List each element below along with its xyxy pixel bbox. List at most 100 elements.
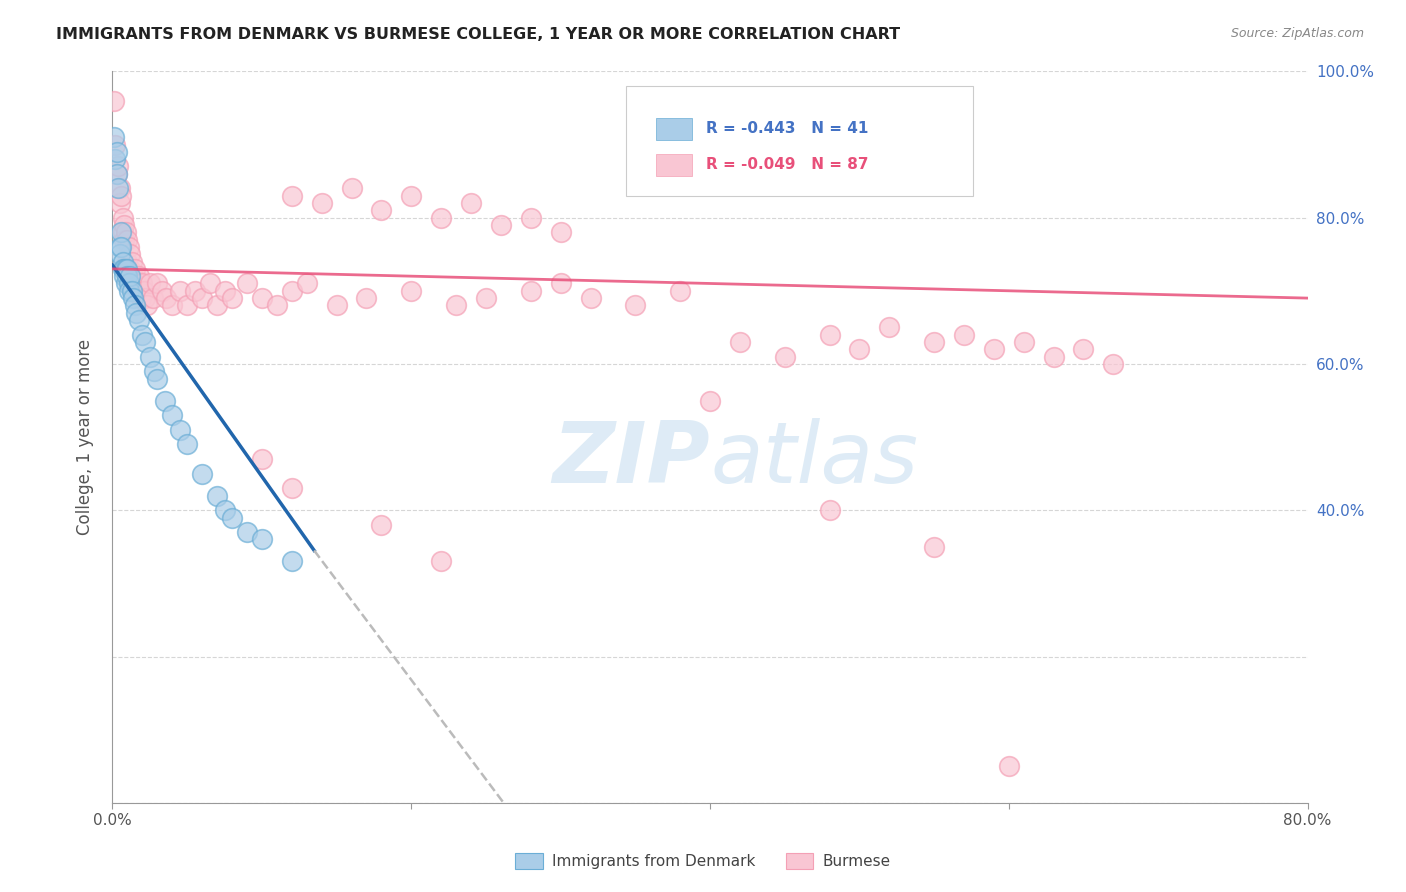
- Point: [103, 130, 125, 145]
- Point: [236, 277, 259, 291]
- Point: [146, 371, 169, 385]
- Text: ZIP: ZIP: [553, 417, 710, 500]
- Point: [111, 211, 134, 225]
- Point: [250, 533, 273, 547]
- Point: [444, 298, 467, 312]
- Point: [131, 277, 153, 291]
- Point: [550, 277, 572, 291]
- Text: R = -0.443   N = 41: R = -0.443 N = 41: [706, 121, 869, 136]
- Point: [105, 145, 128, 159]
- Point: [104, 137, 127, 152]
- Text: IMMIGRANTS FROM DENMARK VS BURMESE COLLEGE, 1 YEAR OR MORE CORRELATION CHART: IMMIGRANTS FROM DENMARK VS BURMESE COLLE…: [56, 27, 900, 42]
- Point: [128, 313, 150, 327]
- Point: [117, 254, 139, 268]
- Point: [998, 759, 1021, 773]
- Point: [221, 510, 243, 524]
- Point: [125, 306, 148, 320]
- Point: [460, 196, 482, 211]
- Point: [117, 269, 139, 284]
- Point: [121, 254, 143, 268]
- Point: [122, 269, 145, 284]
- Point: [356, 291, 378, 305]
- Point: [169, 284, 191, 298]
- Point: [205, 489, 228, 503]
- Point: [325, 298, 347, 312]
- Text: atlas: atlas: [710, 417, 918, 500]
- Point: [983, 343, 1005, 357]
- Point: [125, 277, 148, 291]
- Point: [169, 423, 191, 437]
- Point: [114, 233, 135, 247]
- Point: [129, 291, 152, 305]
- Point: [162, 298, 183, 312]
- Point: [117, 261, 139, 276]
- Point: [520, 211, 543, 225]
- Point: [118, 284, 141, 298]
- Point: [728, 334, 751, 349]
- Point: [401, 188, 423, 202]
- Point: [489, 218, 512, 232]
- Point: [1012, 334, 1035, 349]
- Point: [281, 284, 304, 298]
- Legend: Immigrants from Denmark, Burmese: Immigrants from Denmark, Burmese: [509, 847, 897, 875]
- Point: [134, 291, 156, 305]
- Point: [370, 203, 392, 218]
- Point: [117, 233, 139, 247]
- Point: [108, 247, 131, 261]
- Point: [120, 247, 142, 261]
- Point: [155, 291, 177, 305]
- Point: [105, 167, 128, 181]
- Point: [922, 334, 945, 349]
- Point: [281, 481, 304, 495]
- Point: [118, 277, 141, 291]
- Point: [922, 540, 945, 554]
- Point: [135, 298, 157, 312]
- Point: [122, 291, 145, 305]
- Point: [370, 517, 392, 532]
- Point: [520, 284, 543, 298]
- Point: [118, 240, 141, 254]
- Point: [848, 343, 870, 357]
- Point: [340, 181, 363, 195]
- Point: [146, 277, 169, 291]
- Point: [108, 181, 131, 195]
- Point: [115, 277, 138, 291]
- Point: [110, 240, 132, 254]
- Point: [103, 94, 125, 108]
- Point: [143, 364, 166, 378]
- Point: [105, 167, 128, 181]
- Point: [108, 240, 131, 254]
- Point: [266, 298, 288, 312]
- Point: [401, 284, 423, 298]
- Point: [773, 350, 796, 364]
- Point: [114, 269, 135, 284]
- Point: [176, 437, 198, 451]
- Point: [127, 284, 149, 298]
- Point: [198, 277, 221, 291]
- Point: [132, 284, 155, 298]
- Point: [879, 320, 901, 334]
- Point: [128, 269, 150, 284]
- Point: [818, 327, 841, 342]
- Point: [104, 152, 127, 166]
- Point: [281, 554, 304, 568]
- Point: [124, 261, 146, 276]
- Point: [311, 196, 333, 211]
- Point: [191, 467, 214, 481]
- Point: [120, 261, 142, 276]
- Bar: [657, 153, 692, 176]
- Point: [818, 503, 841, 517]
- Point: [430, 554, 453, 568]
- Point: [579, 291, 602, 305]
- Point: [191, 291, 214, 305]
- Point: [1042, 350, 1064, 364]
- Point: [205, 298, 228, 312]
- Point: [107, 160, 129, 174]
- Point: [108, 196, 131, 211]
- Point: [221, 291, 243, 305]
- Point: [214, 503, 236, 517]
- Point: [669, 284, 692, 298]
- Text: R = -0.049   N = 87: R = -0.049 N = 87: [706, 157, 869, 172]
- Point: [114, 218, 135, 232]
- Point: [110, 188, 132, 202]
